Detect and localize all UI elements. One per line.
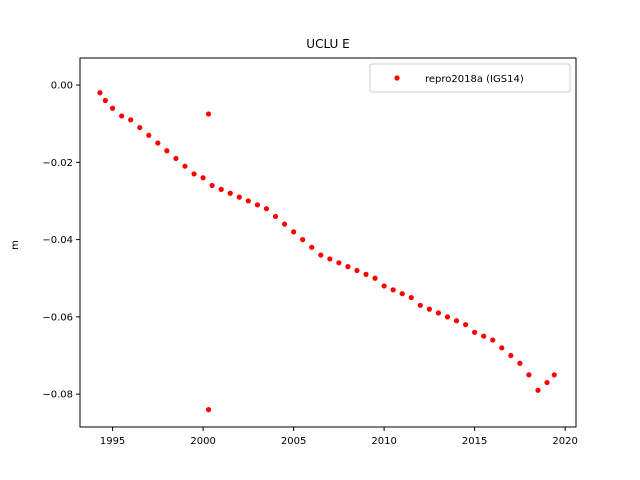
data-point — [453, 318, 460, 324]
x-axis: 1995 2000 2005 2010 2015 2020 — [100, 427, 578, 447]
data-point — [444, 314, 451, 320]
data-point — [372, 275, 378, 281]
data-point — [535, 387, 541, 393]
data-point — [408, 294, 414, 301]
data-point — [281, 221, 288, 227]
data-point — [291, 229, 297, 235]
data-point — [544, 379, 550, 386]
data-point — [102, 97, 108, 104]
y-tick-label: −0.08 — [42, 390, 73, 401]
data-point — [97, 90, 103, 96]
data-point — [417, 302, 423, 308]
y-tick-label: 0.00 — [51, 81, 73, 92]
data-point — [263, 206, 270, 212]
x-tick-label: 2000 — [190, 436, 215, 447]
y-tick-label: −0.02 — [42, 158, 73, 169]
y-axis-label: m — [10, 240, 21, 250]
data-point — [354, 267, 360, 274]
data-point — [390, 287, 396, 293]
data-point — [218, 186, 224, 192]
x-tick-label: 2015 — [462, 436, 487, 447]
data-point — [109, 105, 116, 111]
data-points — [97, 90, 557, 413]
data-point — [164, 148, 170, 154]
x-tick-label: 2020 — [552, 436, 577, 447]
legend: repro2018a (IGS14) — [369, 63, 571, 93]
data-point — [472, 329, 478, 335]
chart-title: UCLU E — [306, 37, 349, 51]
data-point — [508, 352, 514, 359]
x-tick-label: 1995 — [100, 436, 125, 447]
legend-label: repro2018a (IGS14) — [425, 74, 524, 85]
data-point — [300, 237, 306, 243]
data-point — [399, 291, 405, 297]
y-tick-label: −0.04 — [42, 235, 73, 246]
data-point — [200, 175, 206, 181]
data-point — [499, 345, 505, 351]
data-point — [272, 213, 279, 220]
data-point — [481, 333, 487, 339]
legend-box — [369, 63, 571, 93]
data-point — [345, 264, 351, 270]
data-point — [435, 310, 442, 316]
data-point — [309, 244, 315, 250]
data-point — [327, 256, 333, 262]
data-point — [236, 194, 242, 200]
data-point — [490, 337, 496, 343]
data-point — [517, 360, 523, 366]
data-point — [146, 132, 152, 138]
data-point — [426, 306, 432, 312]
data-point — [381, 283, 387, 289]
data-point — [128, 117, 134, 123]
data-point — [137, 124, 143, 131]
plot-area-frame — [79, 57, 577, 428]
data-point — [318, 252, 324, 258]
data-point — [191, 171, 197, 177]
data-point — [209, 182, 215, 189]
data-point — [254, 202, 260, 208]
data-point — [173, 155, 179, 162]
data-point — [245, 198, 251, 204]
data-point — [155, 140, 161, 146]
data-point — [526, 372, 532, 378]
data-point — [119, 113, 125, 119]
data-point — [227, 190, 233, 196]
data-point — [462, 322, 469, 328]
x-tick-label: 2010 — [371, 436, 396, 447]
data-point — [205, 111, 212, 117]
data-point — [182, 163, 188, 169]
data-point — [363, 271, 369, 277]
x-tick-label: 2005 — [281, 436, 306, 447]
data-point — [205, 407, 212, 413]
legend-marker — [394, 75, 400, 81]
data-point — [336, 260, 342, 266]
y-tick-label: −0.06 — [42, 312, 73, 323]
y-axis: 0.00 −0.02 −0.04 −0.06 −0.08 — [42, 81, 80, 401]
data-point — [551, 372, 557, 378]
